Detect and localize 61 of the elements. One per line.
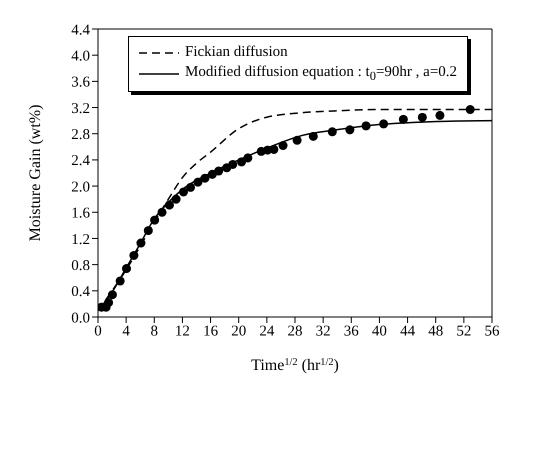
y-tick-label: 1.6: [71, 206, 90, 222]
x-tick-label: 36: [344, 324, 360, 340]
x-tick-label: 32: [316, 324, 331, 340]
point: [136, 238, 146, 248]
point: [228, 160, 238, 169]
point: [144, 226, 153, 236]
x-axis-title: Time$^{1/2}$ (hr$^{1/2}$): [251, 356, 339, 374]
point: [278, 141, 288, 150]
y-tick-label: 3.6: [71, 74, 90, 91]
point: [108, 290, 117, 300]
legend-label: Modified diffusion equation : t$_{0}$=90hr , a=0.2: [185, 64, 458, 84]
point: [116, 276, 125, 286]
point: [150, 216, 160, 225]
x-tick-label: 52: [456, 324, 472, 340]
point: [292, 136, 302, 145]
x-tick-label: 12: [174, 324, 190, 340]
point: [328, 127, 337, 136]
y-tick-label: 2.8: [71, 127, 90, 144]
point: [122, 264, 132, 274]
y-tick-label: 0.0: [71, 310, 90, 326]
legend-label: Fickian diffusion: [185, 44, 288, 61]
x-tick-label: 56: [484, 324, 500, 340]
point: [418, 112, 427, 122]
x-tick-label: 4: [122, 324, 130, 340]
point: [237, 157, 246, 166]
point: [172, 194, 181, 204]
point: [129, 250, 138, 260]
point: [178, 187, 188, 196]
y-tick-label: 4.0: [71, 48, 90, 65]
point: [214, 166, 224, 176]
point: [398, 114, 408, 124]
point: [435, 110, 444, 120]
x-tick-label: 0: [94, 324, 102, 340]
x-tick-label: 24: [259, 324, 275, 340]
point: [362, 121, 371, 130]
y-tick-label: 2.0: [71, 179, 90, 196]
y-tick-label: 4.4: [71, 22, 90, 38]
y-tick-label: 3.2: [71, 100, 90, 117]
point: [200, 174, 210, 183]
x-tick-label: 44: [400, 324, 416, 340]
x-tick-label: 40: [372, 324, 387, 340]
point: [158, 208, 167, 217]
y-tick-label: 2.4: [71, 153, 90, 170]
point: [308, 132, 318, 141]
point: [186, 182, 196, 192]
point: [164, 200, 174, 210]
point: [243, 153, 252, 162]
y-tick-label: 0.8: [71, 258, 90, 274]
x-tick-label: 48: [428, 324, 444, 340]
point: [466, 105, 475, 114]
x-tick-label: 8: [150, 324, 158, 340]
x-tick-label: 16: [203, 324, 219, 340]
point: [379, 119, 388, 128]
x-tick-label: 20: [231, 324, 246, 340]
point: [104, 298, 114, 308]
y-tick-label: 0.4: [71, 284, 90, 300]
point: [345, 125, 354, 134]
x-tick-label: 28: [288, 324, 302, 340]
point: [193, 178, 202, 187]
y-axis-title: Moisture Gain (wt%): [27, 104, 44, 242]
y-tick-label: 1.2: [71, 232, 90, 248]
